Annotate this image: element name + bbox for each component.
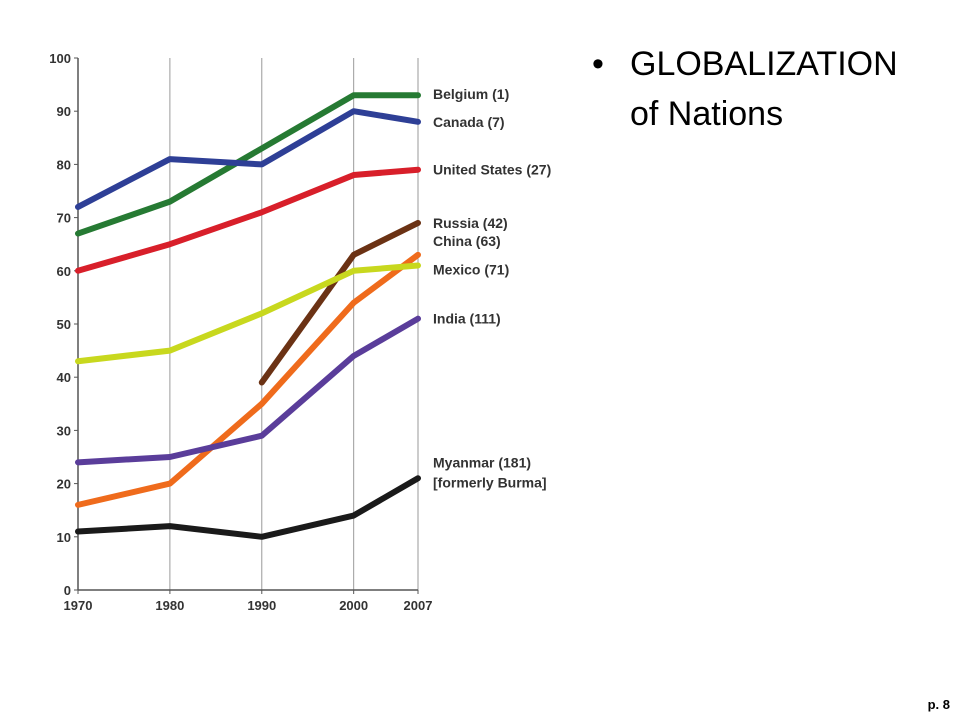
y-tick-label: 10 xyxy=(57,530,71,545)
series-line xyxy=(258,219,421,386)
series-label: Mexico (71) xyxy=(433,261,509,277)
series-label-line2: [formerly Burma] xyxy=(433,474,547,490)
x-tick-label: 1990 xyxy=(247,598,276,613)
y-tick-label: 20 xyxy=(57,477,71,492)
x-tick-label: 1980 xyxy=(155,598,184,613)
x-tick-label: 1970 xyxy=(64,598,93,613)
series-label: Canada (7) xyxy=(433,114,505,130)
y-tick-label: 80 xyxy=(57,157,71,172)
title-bullet: • xyxy=(592,45,604,83)
slide-title-line1: GLOBALIZATION xyxy=(630,45,898,83)
series-line xyxy=(75,108,421,210)
y-tick-label: 90 xyxy=(57,104,71,119)
y-tick-label: 60 xyxy=(57,264,71,279)
series-line xyxy=(75,315,421,466)
series-label: Myanmar (181) xyxy=(433,454,531,470)
y-tick-label: 50 xyxy=(57,317,71,332)
series-label: India (111) xyxy=(433,311,501,327)
y-tick-label: 100 xyxy=(49,51,71,66)
series-label: Belgium (1) xyxy=(433,86,509,102)
series-label: China (63) xyxy=(433,233,501,249)
series-line xyxy=(75,92,421,237)
series-line xyxy=(75,251,421,508)
y-tick-label: 70 xyxy=(57,211,71,226)
x-tick-label: 2000 xyxy=(339,598,368,613)
series-label: United States (27) xyxy=(433,162,551,178)
series-label: Russia (42) xyxy=(433,215,508,231)
series-line xyxy=(75,166,421,274)
series-line xyxy=(75,475,421,540)
page-number: p. 8 xyxy=(927,697,950,712)
y-tick-label: 0 xyxy=(64,583,71,598)
x-tick-label: 2007 xyxy=(404,598,433,613)
series-line xyxy=(75,262,421,365)
y-tick-label: 40 xyxy=(57,370,71,385)
globalization-line-chart: 0 10 20 30 40 50 60 70 80 90 100 1970 1980 1990 2000 20… xyxy=(49,51,551,613)
slide-title-line2: of Nations xyxy=(630,95,784,133)
y-tick-label: 30 xyxy=(57,423,71,438)
